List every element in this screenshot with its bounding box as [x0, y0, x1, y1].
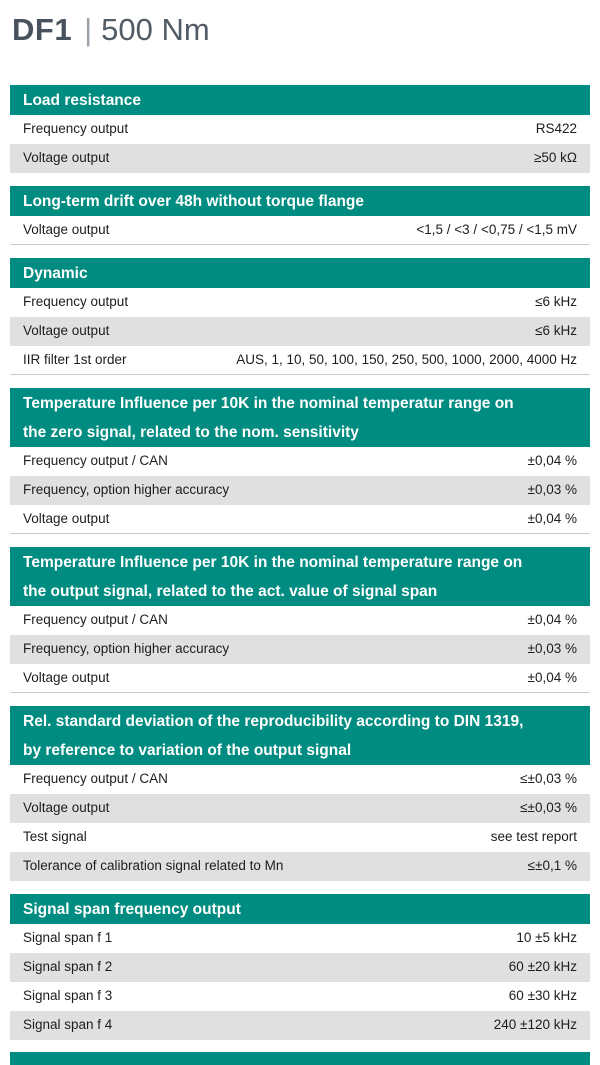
section-header: Signal span frequency output [10, 894, 590, 924]
row-value: ±0,04 % [527, 453, 577, 468]
row-value: 60 ±30 kHz [508, 988, 577, 1003]
next-section-partial-header-bar [10, 1052, 590, 1065]
row-value: ≥50 kΩ [533, 150, 577, 165]
row-label: Frequency output / CAN [23, 612, 168, 627]
section-title-line1: Temperature Influence per 10K in the nom… [23, 553, 523, 571]
row-label: Voltage output [23, 511, 110, 526]
row-label: Tolerance of calibration signal related … [23, 858, 284, 873]
spec-row: Voltage output <1,5 / <3 / <0,75 / <1,5 … [10, 216, 590, 245]
spec-row: Signal span f 3 60 ±30 kHz [10, 982, 590, 1011]
section-title-line2: the zero signal, related to the nom. sen… [23, 423, 359, 441]
row-value: ≤±0,1 % [527, 858, 577, 873]
spec-row: Test signal see test report [10, 823, 590, 852]
section-temp-influence-output-signal: Temperature Influence per 10K in the nom… [10, 547, 590, 693]
spec-row: Frequency, option higher accuracy ±0,03 … [10, 635, 590, 664]
row-label: Voltage output [23, 323, 110, 338]
datasheet-page: DF1 | 500 Nm Load resistance Frequency o… [10, 0, 590, 1065]
row-value: ±0,03 % [527, 482, 577, 497]
title-separator: | [84, 12, 93, 47]
section-signal-span-frequency-output: Signal span frequency output Signal span… [10, 894, 590, 1040]
section-header: Load resistance [10, 85, 590, 115]
spec-row: Signal span f 2 60 ±20 kHz [10, 953, 590, 982]
row-label: Voltage output [23, 150, 110, 165]
row-label: Frequency output / CAN [23, 771, 168, 786]
row-label: Frequency, option higher accuracy [23, 482, 230, 497]
row-label: Frequency output [23, 121, 129, 136]
row-label: Frequency output / CAN [23, 453, 168, 468]
row-label: Signal span f 3 [23, 988, 113, 1003]
row-value: <1,5 / <3 / <0,75 / <1,5 mV [416, 222, 577, 237]
section-title: Dynamic [23, 264, 88, 282]
section-title-line1: Temperature Influence per 10K in the nom… [23, 394, 514, 412]
row-value: ≤±0,03 % [520, 771, 577, 786]
row-value: 240 ±120 kHz [493, 1017, 577, 1032]
spec-row: Voltage output ±0,04 % [10, 505, 590, 534]
section-title: Long-term drift over 48h without torque … [23, 192, 364, 210]
section-title-line2: by reference to variation of the output … [23, 741, 352, 759]
row-value: ≤6 kHz [535, 323, 577, 338]
row-label: Signal span f 1 [23, 930, 113, 945]
spec-row: Frequency, option higher accuracy ±0,03 … [10, 476, 590, 505]
section-dynamic: Dynamic Frequency output ≤6 kHz Voltage … [10, 258, 590, 375]
row-label: Voltage output [23, 800, 110, 815]
row-value: see test report [490, 829, 577, 844]
page-title: DF1 | 500 Nm [10, 0, 590, 85]
row-label: Signal span f 4 [23, 1017, 113, 1032]
row-value: AUS, 1, 10, 50, 100, 150, 250, 500, 1000… [236, 352, 577, 367]
row-label: Signal span f 2 [23, 959, 113, 974]
spec-row: Tolerance of calibration signal related … [10, 852, 590, 881]
spec-row: Voltage output ≤6 kHz [10, 317, 590, 346]
row-label: Voltage output [23, 222, 110, 237]
spec-row: Frequency output / CAN ±0,04 % [10, 447, 590, 476]
section-long-term-drift: Long-term drift over 48h without torque … [10, 186, 590, 245]
section-header: Temperature Influence per 10K in the nom… [10, 388, 590, 447]
row-value: ±0,04 % [527, 612, 577, 627]
row-label: Frequency, option higher accuracy [23, 641, 230, 656]
spec-row: Voltage output ≤±0,03 % [10, 794, 590, 823]
section-load-resistance: Load resistance Frequency output RS422 V… [10, 85, 590, 173]
section-title: Load resistance [23, 91, 142, 109]
row-value: ≤±0,03 % [520, 800, 577, 815]
section-title: Signal span frequency output [23, 900, 241, 918]
spec-row: Signal span f 1 10 ±5 kHz [10, 924, 590, 953]
section-header: Dynamic [10, 258, 590, 288]
product-range: 500 Nm [101, 12, 210, 47]
row-value: 10 ±5 kHz [516, 930, 577, 945]
row-label: IIR filter 1st order [23, 352, 127, 367]
row-value: ±0,03 % [527, 641, 577, 656]
section-header: Temperature Influence per 10K in the nom… [10, 547, 590, 606]
section-temp-influence-zero-signal: Temperature Influence per 10K in the nom… [10, 388, 590, 534]
spec-row: Signal span f 4 240 ±120 kHz [10, 1011, 590, 1040]
row-label: Test signal [23, 829, 87, 844]
spec-row: Frequency output / CAN ±0,04 % [10, 606, 590, 635]
spec-row: Voltage output ±0,04 % [10, 664, 590, 693]
row-label: Voltage output [23, 670, 110, 685]
row-value: ±0,04 % [527, 670, 577, 685]
section-title-line1: Rel. standard deviation of the reproduci… [23, 712, 524, 730]
spec-row: Frequency output / CAN ≤±0,03 % [10, 765, 590, 794]
row-value: 60 ±20 kHz [508, 959, 577, 974]
spec-row: Frequency output RS422 [10, 115, 590, 144]
spec-row: Voltage output ≥50 kΩ [10, 144, 590, 173]
product-model: DF1 [12, 12, 73, 47]
spec-row: Frequency output ≤6 kHz [10, 288, 590, 317]
section-header: Long-term drift over 48h without torque … [10, 186, 590, 216]
section-header: Rel. standard deviation of the reproduci… [10, 706, 590, 765]
row-value: ±0,04 % [527, 511, 577, 526]
row-value: ≤6 kHz [535, 294, 577, 309]
row-label: Frequency output [23, 294, 129, 309]
row-value: RS422 [535, 121, 577, 136]
section-rel-standard-deviation: Rel. standard deviation of the reproduci… [10, 706, 590, 881]
spec-row: IIR filter 1st order AUS, 1, 10, 50, 100… [10, 346, 590, 375]
section-title-line2: the output signal, related to the act. v… [23, 582, 438, 600]
